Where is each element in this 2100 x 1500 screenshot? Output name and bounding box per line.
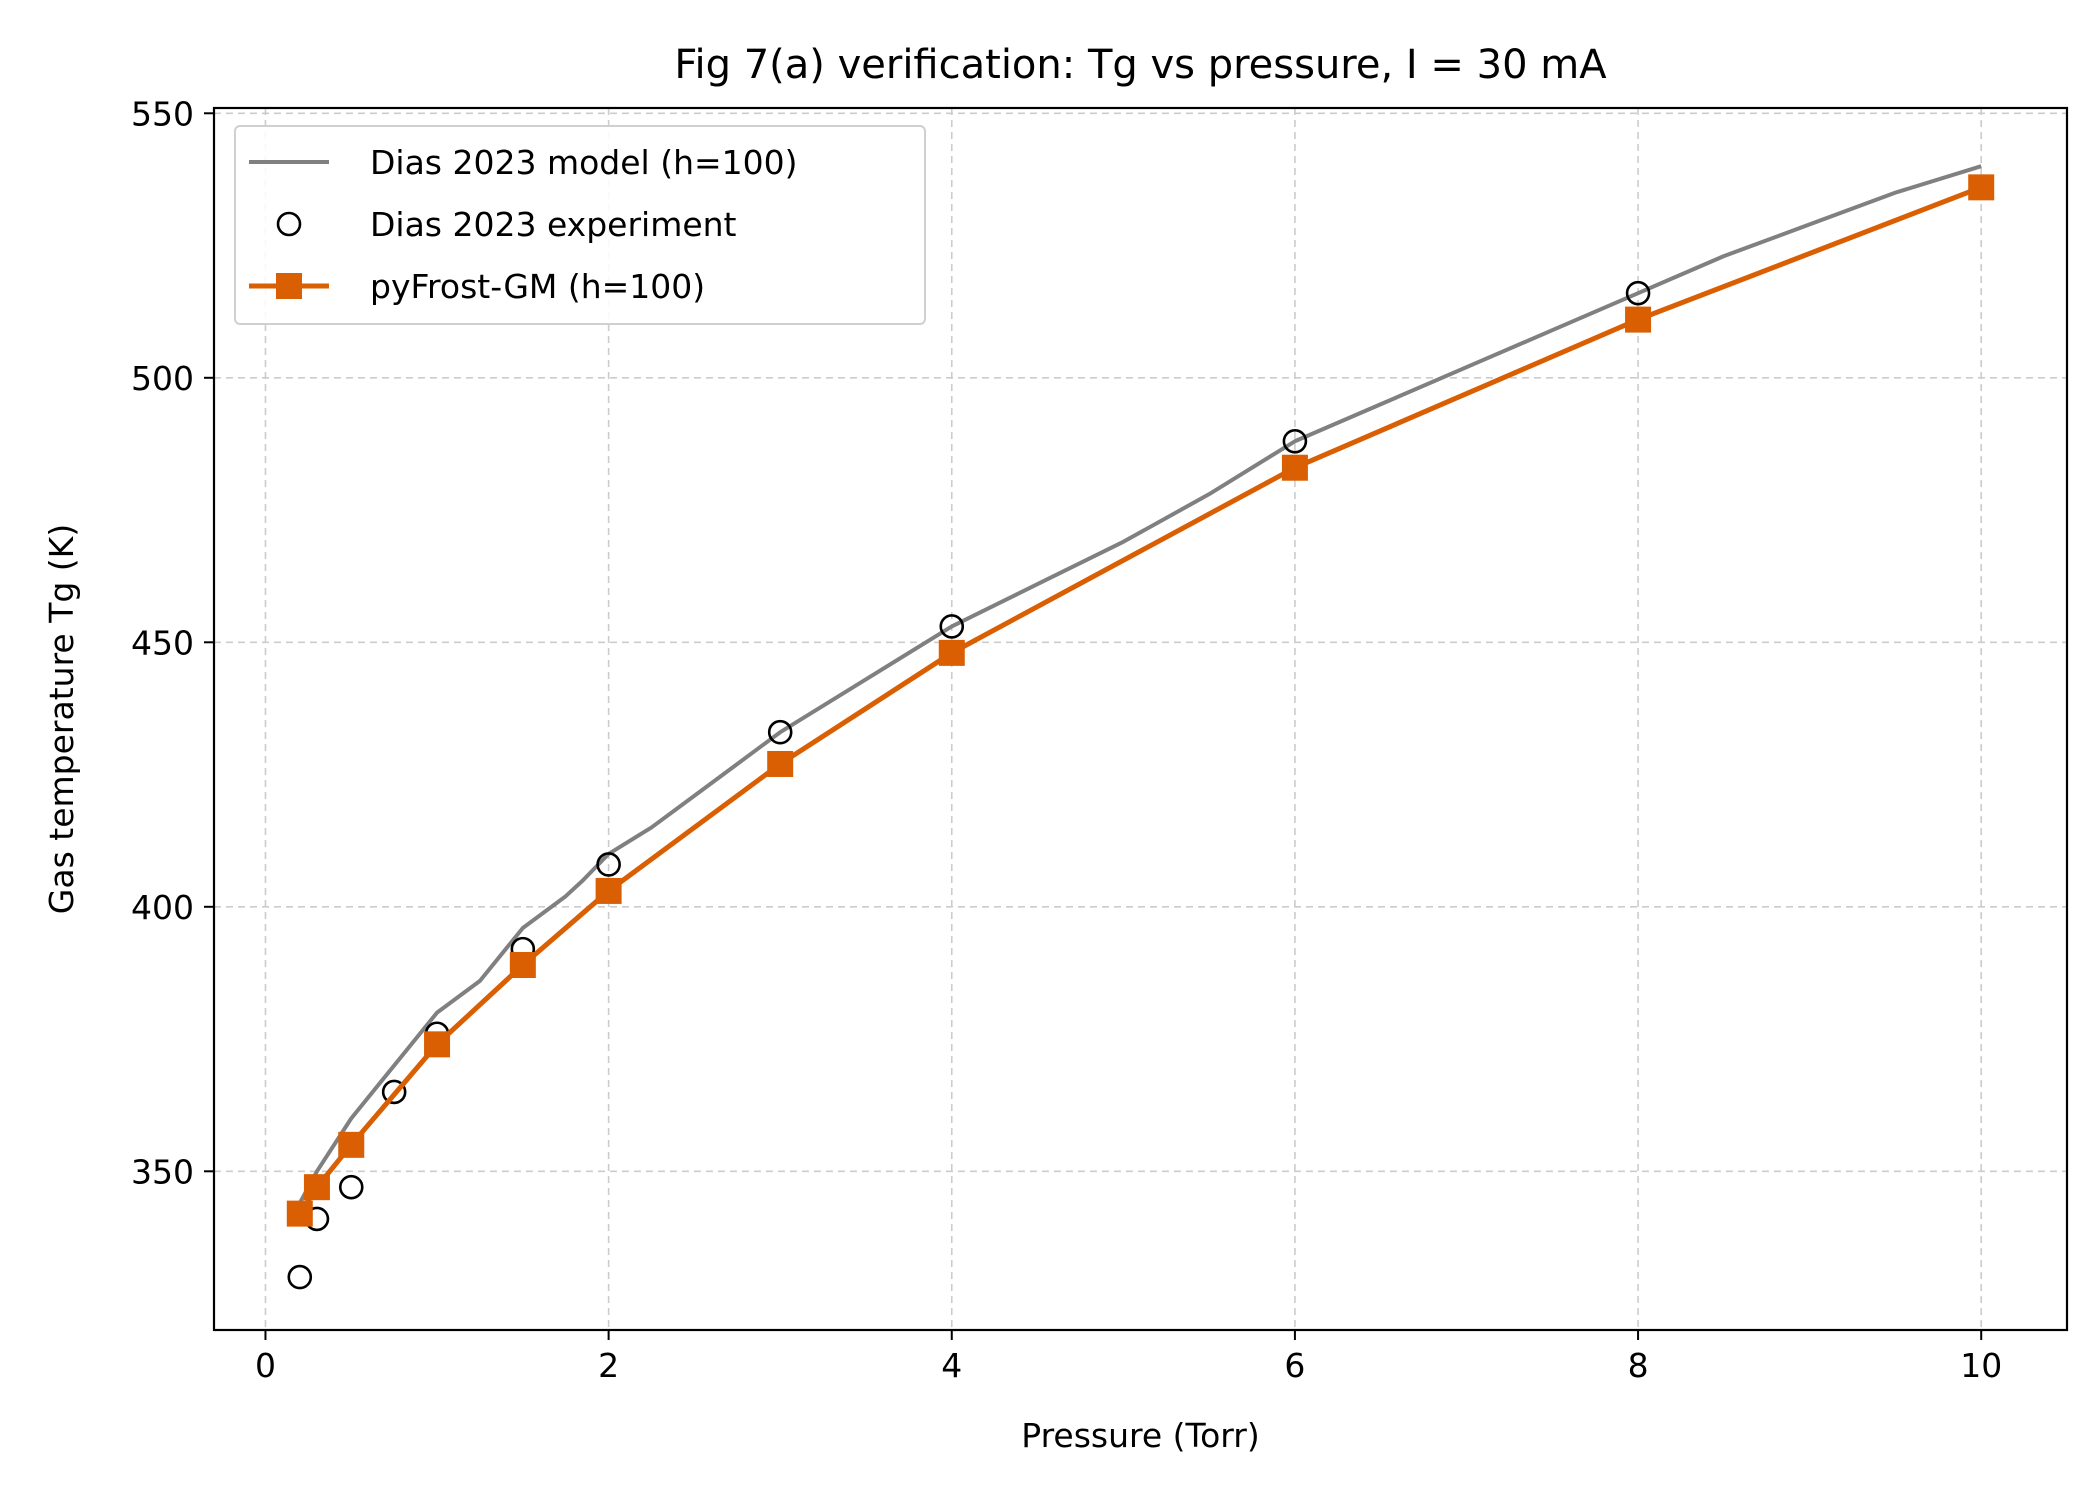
y-axis-label: Gas temperature Tg (K) <box>42 524 81 914</box>
data-point <box>1282 428 1308 454</box>
x-tick-label: 6 <box>1284 1346 1305 1385</box>
data-point <box>286 1200 313 1227</box>
y-tick-label: 500 <box>131 359 194 398</box>
y-tick-label: 450 <box>131 623 194 662</box>
y-tick-label: 400 <box>131 888 194 927</box>
data-point <box>938 639 965 666</box>
data-point <box>595 877 622 904</box>
y-tick-label: 550 <box>131 94 194 133</box>
series-layer <box>286 164 1995 1290</box>
data-point <box>1625 306 1652 333</box>
x-tick-label: 8 <box>1628 1346 1649 1385</box>
legend-box <box>234 125 926 325</box>
data-point <box>338 1131 365 1158</box>
data-point <box>596 852 621 877</box>
data-point <box>381 1079 407 1105</box>
series-pyfrost-gm-h-100 <box>286 174 1995 1227</box>
series-line <box>298 164 1982 1204</box>
grid-layer <box>214 108 2067 1330</box>
data-point <box>1625 280 1651 306</box>
data-point <box>338 1174 364 1200</box>
legend-marker <box>276 211 302 237</box>
legend-marker <box>276 273 302 299</box>
legend-label: pyFrost-GM (h=100) <box>370 267 705 306</box>
legend: Dias 2023 model (h=100) Dias 2023 experim… <box>234 125 926 325</box>
data-point <box>767 719 793 745</box>
legend-label: Dias 2023 model (h=100) <box>370 143 798 182</box>
data-point <box>1281 454 1308 481</box>
data-point <box>509 951 536 978</box>
chart-title: Fig 7(a) verification: Tg vs pressure, I… <box>674 42 1607 88</box>
data-point <box>287 1264 313 1290</box>
y-tick-label: 350 <box>131 1152 194 1191</box>
x-tick-label: 2 <box>598 1346 619 1385</box>
data-point <box>939 614 965 639</box>
x-tick-label: 0 <box>255 1346 276 1385</box>
x-axis-label: Pressure (Torr) <box>1021 1416 1259 1455</box>
data-point <box>767 750 794 777</box>
x-tick-label: 10 <box>1960 1346 2002 1385</box>
data-point <box>303 1174 330 1201</box>
tick-layer: 0 2 4 6 8 10 350 400 450 500 550 <box>131 94 2002 1385</box>
plot-frame <box>212 106 2069 1332</box>
series-dias-2023-model-h-100 <box>298 164 1982 1204</box>
data-point <box>1968 174 1995 201</box>
legend-label: Dias 2023 experiment <box>370 205 737 244</box>
data-point <box>424 1031 451 1058</box>
x-tick-label: 4 <box>941 1346 962 1385</box>
